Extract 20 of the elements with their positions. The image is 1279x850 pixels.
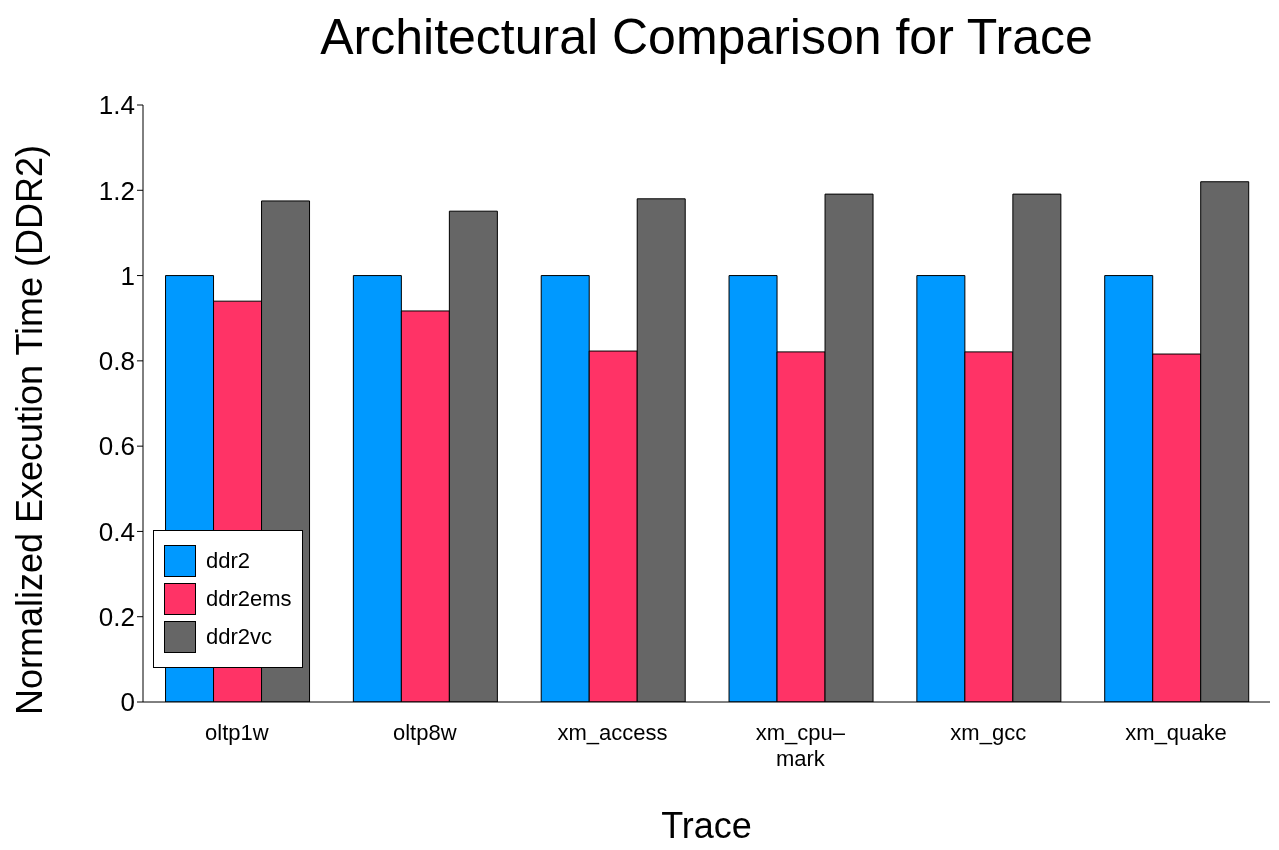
- legend-label: ddr2: [206, 548, 251, 574]
- x-tick-label: xm_gcc: [950, 720, 1027, 745]
- x-tick-label: oltp1w: [205, 720, 269, 745]
- y-tick-label: 0.2: [98, 601, 135, 632]
- y-tick-label: 0.6: [98, 431, 135, 462]
- chart-title: Architectural Comparison for Trace: [319, 8, 1094, 66]
- x-tick-label: xm_cpu–mark: [755, 720, 846, 771]
- legend-label: ddr2vc: [206, 624, 273, 650]
- x-axis-title: Trace: [660, 805, 753, 847]
- y-tick-label: 1.4: [98, 90, 135, 121]
- y-tick-label: 0.8: [98, 346, 135, 377]
- y-tick-label: 1: [120, 260, 135, 291]
- x-tick-label: oltp8w: [392, 720, 457, 745]
- y-tick-label: 1.2: [98, 175, 135, 206]
- x-tick-label: xm_access: [557, 720, 668, 745]
- x-tick-label: xm_quake: [1125, 720, 1227, 745]
- y-tick-label: 0: [120, 687, 135, 718]
- y-tick-label: 0.4: [98, 516, 135, 547]
- y-axis-title: Normalized Execution Time (DDR2): [9, 144, 51, 716]
- legend-label: ddr2ems: [206, 586, 292, 612]
